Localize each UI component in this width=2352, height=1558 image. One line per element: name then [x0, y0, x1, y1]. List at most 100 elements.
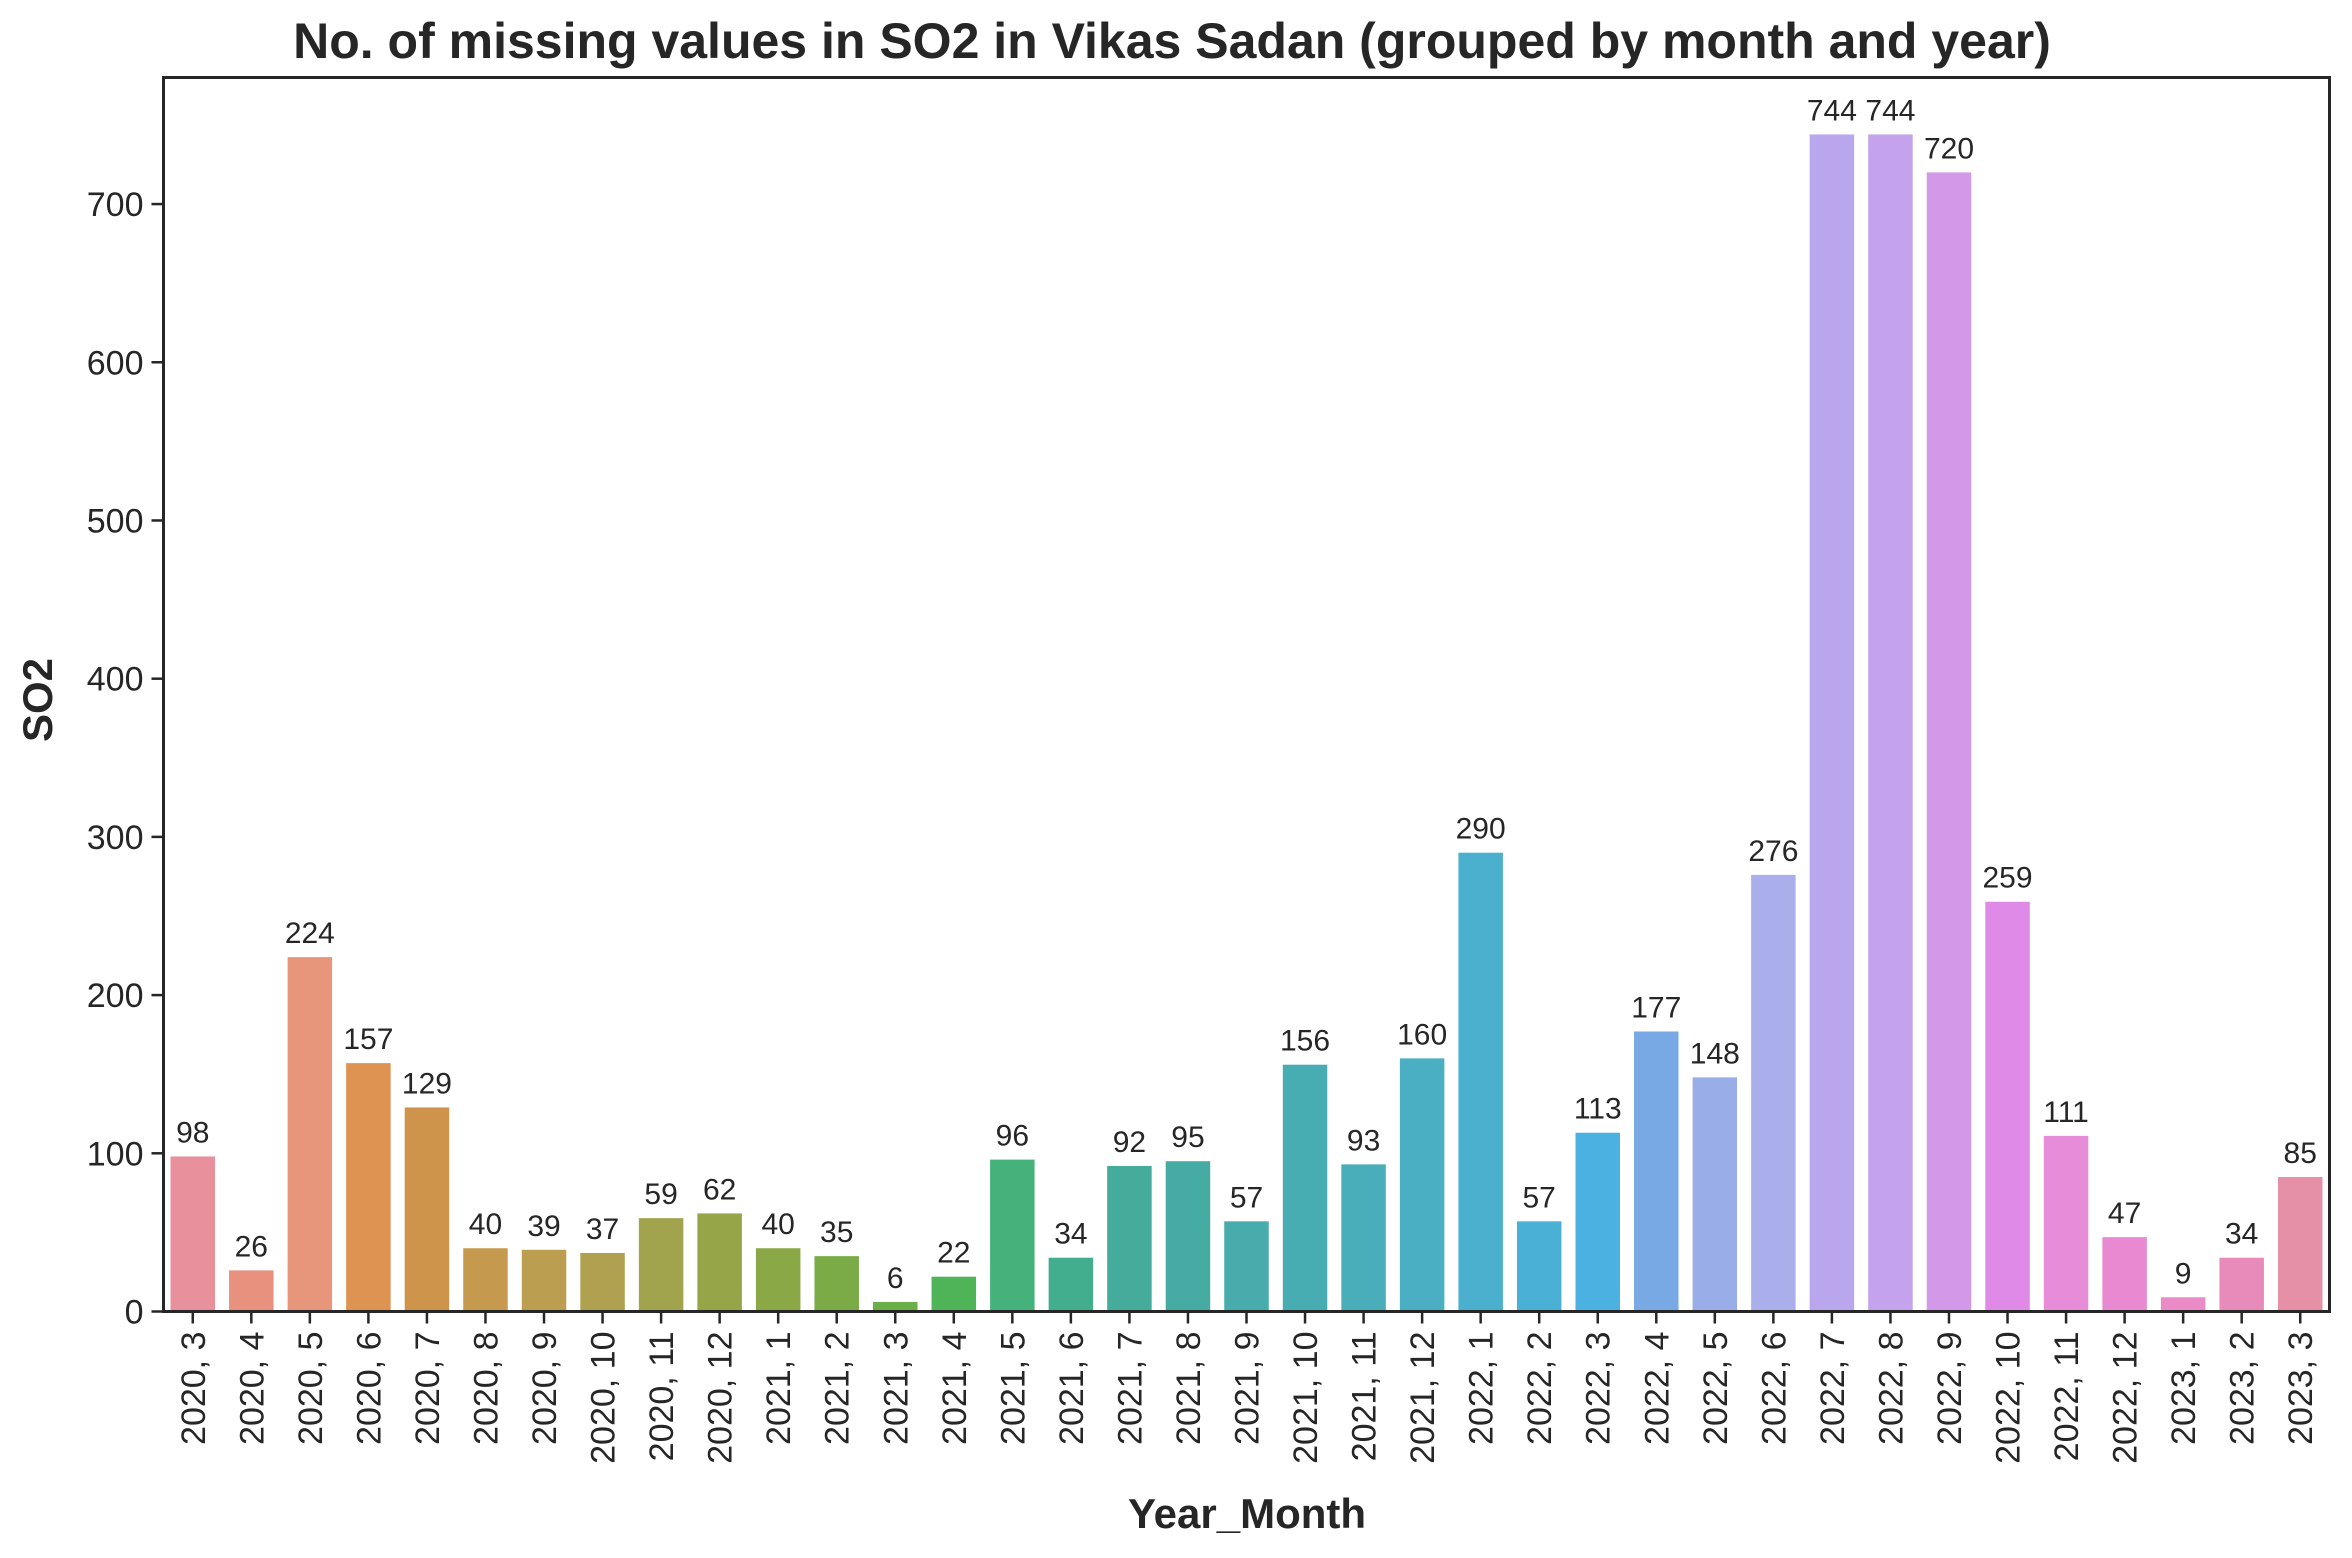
data-label: 111: [2043, 1096, 2089, 1129]
data-label: 224: [285, 917, 335, 950]
bar-2021-4: [931, 1276, 977, 1312]
bar-2023-1: [2160, 1297, 2206, 1312]
data-label: 57: [1523, 1181, 1556, 1214]
x-axis-label: Year_Month: [1128, 1490, 1366, 1537]
data-label: 744: [1807, 94, 1857, 127]
x-tick-label: 2022, 4: [1638, 1332, 1676, 1445]
data-label: 720: [1924, 132, 1974, 165]
data-label: 34: [1054, 1218, 1087, 1251]
bar-2023-2: [2219, 1257, 2264, 1312]
data-label: 744: [1865, 94, 1915, 127]
bar-2022-9: [1926, 172, 1972, 1312]
bar-2021-2: [814, 1256, 859, 1312]
x-tick-label: 2022, 3: [1580, 1332, 1618, 1445]
bar-2021-9: [1224, 1221, 1269, 1312]
x-tick-label: 2021, 6: [1053, 1332, 1091, 1445]
x-tick-label: 2022, 11: [2048, 1332, 2086, 1462]
data-label: 177: [1631, 991, 1681, 1024]
y-axis-label: SO2: [14, 658, 61, 742]
bar-2023-3: [2277, 1177, 2323, 1312]
bar-2020-6: [346, 1063, 391, 1312]
y-tick-label: 300: [87, 819, 144, 857]
bar-2020-5: [287, 957, 333, 1312]
bar-2022-1: [1458, 852, 1503, 1312]
bar-2021-7: [1107, 1165, 1152, 1312]
y-tick-label: 100: [87, 1135, 144, 1173]
bar-2020-11: [638, 1218, 684, 1312]
bar-2022-2: [1516, 1221, 1562, 1312]
bar-2020-9: [521, 1249, 567, 1312]
x-tick-label: 2022, 2: [1521, 1332, 1559, 1445]
data-label: 40: [761, 1208, 794, 1241]
data-label: 85: [2284, 1137, 2317, 1170]
bar-2021-11: [1341, 1164, 1386, 1312]
x-axis: 2020, 3 2020, 4 2020, 5 2020, 6 2020, 7 2020,…: [175, 1311, 2320, 1464]
bar-2021-8: [1165, 1161, 1211, 1312]
bar-2021-10: [1282, 1064, 1328, 1312]
bars-layer: [170, 134, 2323, 1312]
x-tick-label: 2021, 7: [1111, 1332, 1149, 1445]
x-tick-label: 2020, 5: [292, 1332, 330, 1445]
bar-2022-12: [2102, 1237, 2147, 1312]
x-tick-label: 2020, 7: [409, 1332, 447, 1445]
bar-2022-6: [1751, 874, 1796, 1312]
y-tick-label: 400: [87, 661, 144, 699]
x-tick-label: 2022, 1: [1463, 1332, 1501, 1445]
bar-2021-6: [1048, 1257, 1094, 1312]
data-label: 62: [703, 1173, 736, 1206]
x-tick-label: 2022, 5: [1697, 1332, 1735, 1445]
x-tick-label: 2022, 9: [1931, 1332, 1969, 1445]
data-label: 129: [402, 1067, 452, 1100]
x-tick-label: 2023, 1: [2165, 1332, 2203, 1445]
data-label: 290: [1456, 813, 1506, 846]
data-label: 26: [235, 1230, 268, 1263]
x-tick-label: 2020, 12: [702, 1332, 740, 1464]
x-tick-label: 2020, 8: [467, 1332, 505, 1445]
data-label: 160: [1397, 1018, 1447, 1051]
x-tick-label: 2020, 9: [526, 1332, 564, 1445]
data-label: 156: [1280, 1025, 1330, 1058]
x-tick-label: 2021, 9: [1229, 1332, 1267, 1445]
bar-2022-4: [1634, 1031, 1679, 1312]
data-label: 39: [527, 1210, 560, 1243]
bar-2022-8: [1868, 134, 1913, 1312]
bar-2020-4: [229, 1270, 274, 1312]
data-label: 9: [2175, 1257, 2192, 1290]
data-label: 47: [2108, 1197, 2141, 1230]
x-tick-label: 2021, 12: [1404, 1332, 1442, 1464]
x-tick-label: 2022, 10: [1990, 1332, 2028, 1464]
bar-2020-7: [404, 1107, 450, 1312]
bar-2022-3: [1575, 1132, 1620, 1312]
x-tick-label: 2022, 7: [1814, 1332, 1852, 1445]
x-tick-label: 2020, 11: [643, 1332, 681, 1462]
data-label: 59: [644, 1178, 677, 1211]
bar-2022-7: [1809, 134, 1855, 1312]
x-tick-label: 2021, 4: [936, 1332, 974, 1445]
data-label: 157: [343, 1023, 393, 1056]
data-label: 22: [937, 1237, 970, 1270]
data-label: 98: [176, 1116, 209, 1149]
x-tick-label: 2020, 3: [175, 1332, 213, 1445]
y-tick-label: 500: [87, 502, 144, 540]
bar-2020-12: [697, 1213, 742, 1312]
y-tick-label: 700: [87, 186, 144, 224]
x-tick-label: 2020, 6: [350, 1332, 388, 1445]
data-label: 34: [2225, 1218, 2258, 1251]
bar-2021-1: [755, 1248, 801, 1312]
bar-2021-3: [873, 1302, 918, 1312]
data-label: 113: [1574, 1093, 1622, 1126]
y-tick-label: 200: [87, 977, 144, 1015]
data-label: 93: [1347, 1124, 1380, 1157]
plot-frame: [162, 76, 2331, 1313]
x-tick-label: 2021, 10: [1287, 1332, 1325, 1464]
bar-2021-12: [1399, 1058, 1445, 1312]
data-label: 35: [820, 1216, 853, 1249]
y-tick-label: 0: [125, 1294, 144, 1332]
data-label: 276: [1748, 835, 1798, 868]
x-tick-label: 2020, 4: [233, 1332, 271, 1445]
data-label: 37: [586, 1213, 619, 1246]
x-tick-label: 2021, 11: [1346, 1332, 1384, 1462]
x-tick-label: 2023, 3: [2282, 1332, 2320, 1445]
x-tick-label: 2023, 2: [2224, 1332, 2262, 1445]
